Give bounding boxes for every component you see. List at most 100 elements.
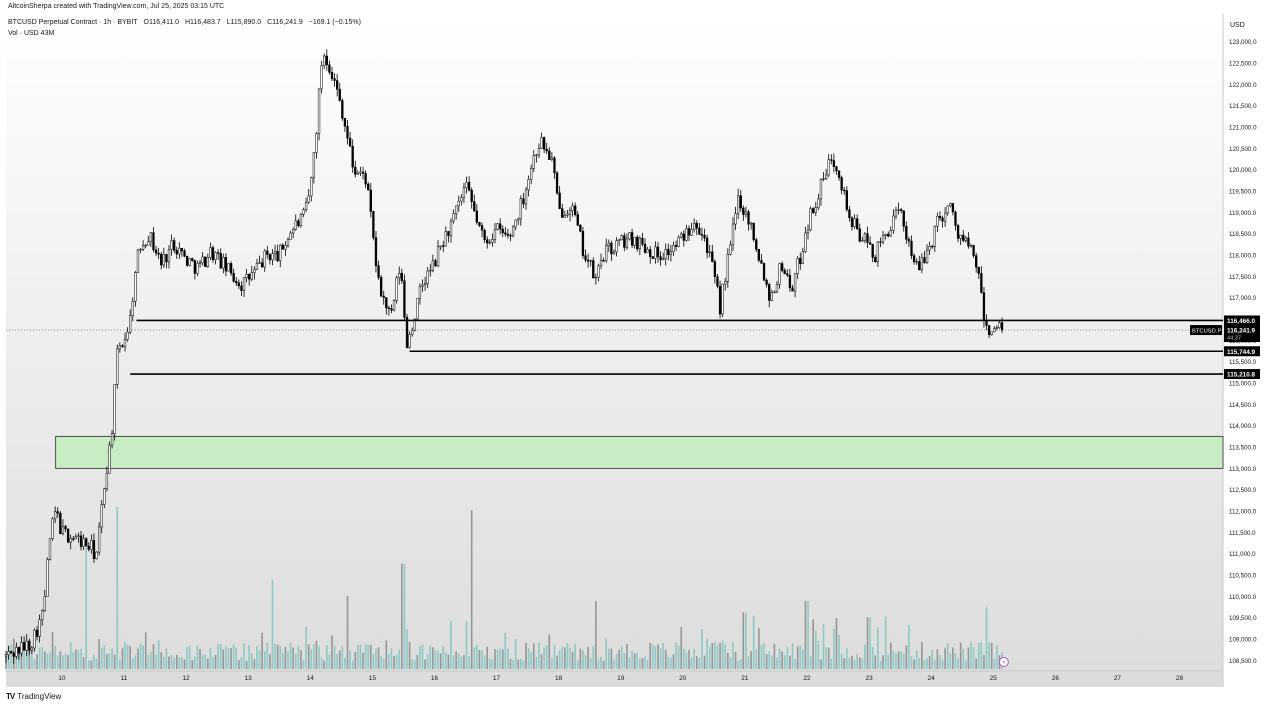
candle-body [682, 233, 685, 241]
candle-body [532, 155, 535, 169]
volume-bar [548, 634, 551, 669]
candle-body [268, 254, 272, 261]
candle-body [475, 210, 479, 223]
candle-body [302, 209, 305, 215]
candle-body [343, 118, 347, 127]
volume-bar [424, 659, 426, 669]
volume-bar [939, 654, 941, 669]
candle-body [320, 65, 323, 90]
candle-body [693, 222, 696, 230]
candle-body [232, 272, 235, 282]
candle-body [361, 171, 365, 174]
volume-bar [447, 654, 450, 669]
level-price-text: 116,466.0 [1227, 318, 1256, 325]
volume-bar [276, 644, 279, 669]
candle-body [312, 152, 316, 178]
volume-bar [100, 647, 103, 669]
volume-bar [75, 649, 77, 669]
volume-bar [610, 648, 613, 669]
candle-body [46, 559, 49, 597]
candle-body [718, 285, 722, 315]
candle-body [118, 345, 121, 350]
volume-bar [199, 648, 201, 669]
x-tick-label: 16 [431, 675, 439, 682]
volume-bar [747, 656, 750, 669]
candle-body [183, 250, 186, 257]
candle-body [330, 72, 334, 79]
candle-body [705, 237, 709, 254]
volume-bar [825, 647, 827, 669]
candle-body [739, 195, 742, 209]
candle-body [408, 334, 411, 348]
volume-bar [328, 654, 331, 669]
candle-body [144, 244, 147, 247]
y-tick-label: 110,000.0 [1229, 594, 1257, 601]
volume-bar [369, 644, 372, 669]
volume-bar [988, 641, 990, 669]
volume-bar [727, 652, 729, 669]
candle-body [742, 207, 745, 215]
volume-bar [913, 659, 915, 669]
candle-body [962, 234, 965, 241]
candle-body [698, 227, 701, 235]
candle-body [95, 551, 98, 560]
volume-bar [796, 646, 799, 669]
candle-body [131, 300, 134, 316]
volume-bar [926, 658, 928, 669]
volume-bar [530, 652, 532, 669]
candle-body [87, 545, 90, 550]
volume-bar [887, 654, 890, 669]
candle-body [129, 315, 132, 333]
candle-body [74, 536, 78, 540]
volume-bar [455, 651, 457, 669]
x-tick-label: 24 [928, 675, 936, 682]
volume-bar [222, 649, 225, 669]
volume-bar [131, 658, 134, 669]
candle-body [814, 207, 817, 213]
candle-body [721, 283, 724, 315]
candle-body [548, 150, 551, 160]
volume-bar [250, 653, 253, 669]
candle-body [211, 247, 215, 260]
symbol-label[interactable]: BTCUSD Perpetual Contract · 1h · BYBIT [8, 19, 138, 26]
volume-bar [72, 652, 75, 669]
volume-bar [478, 649, 481, 669]
volume-bar [773, 643, 776, 669]
volume-bar [398, 649, 401, 669]
candle-body [4, 654, 8, 657]
volume-bar [338, 650, 341, 669]
candle-body [982, 292, 986, 321]
candle-body [584, 255, 587, 261]
volume-bar [121, 648, 124, 669]
candle-body [661, 258, 665, 261]
volume-bar [499, 648, 501, 669]
volume-bar [755, 649, 758, 669]
candle-body [923, 257, 926, 264]
volume-legend[interactable]: Vol · USD 43M [8, 30, 55, 37]
volume-bar [683, 648, 685, 669]
volume-bar [349, 650, 351, 669]
volume-bar [626, 644, 628, 669]
volume-bar [664, 649, 667, 669]
currency-label[interactable]: USD [1230, 22, 1245, 29]
volume-bar [662, 642, 664, 669]
candle-body [791, 287, 794, 292]
candle-body [889, 230, 892, 237]
volume-bar [163, 656, 165, 669]
volume-bar [103, 644, 106, 669]
candle-body [85, 538, 88, 547]
candle-body [196, 262, 199, 274]
symbol-tag-text: BTCUSD.P [1192, 329, 1221, 335]
candle-body [773, 291, 776, 294]
candle-body [545, 148, 548, 152]
tradingview-logo[interactable]: TV TradingView [6, 692, 61, 701]
volume-bar [602, 660, 605, 669]
candle-body [214, 252, 217, 260]
candle-body [152, 232, 155, 251]
volume-bar [69, 642, 72, 669]
volume-bar [789, 655, 791, 669]
candle-body [442, 245, 445, 247]
volume-bar [605, 638, 608, 669]
